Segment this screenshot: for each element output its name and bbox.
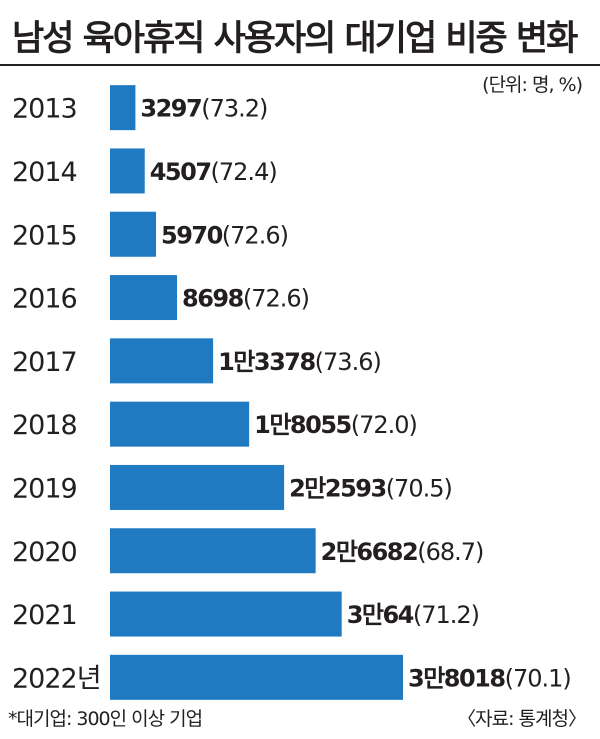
bar (110, 654, 403, 700)
value-label: 1만3378(73.6) (218, 348, 381, 376)
percent-label: (70.5) (386, 474, 452, 502)
year-label: 2014 (12, 157, 77, 188)
percent-label: (72.6) (222, 221, 288, 249)
value-label: 2만2593(70.5) (289, 474, 452, 502)
bar (110, 85, 136, 131)
year-label: 2021 (12, 600, 77, 631)
value-label: 3만64(71.2) (347, 601, 479, 629)
value-label: 3297(73.2) (140, 95, 267, 123)
bar (110, 211, 157, 257)
value-label: 1만8055(72.0) (254, 411, 417, 439)
value-label: 3만8018(70.1) (408, 664, 571, 692)
percent-label: (73.2) (201, 95, 267, 123)
percent-label: (71.2) (413, 601, 479, 629)
percent-label: (72.4) (211, 158, 277, 186)
year-label: 2018 (12, 410, 77, 441)
value-label: 4507(72.4) (150, 158, 277, 186)
unit-label: (단위: 명, %) (482, 74, 583, 96)
source-note: 〈자료: 통계청〉 (457, 708, 587, 730)
bar (110, 528, 316, 574)
percent-label: (70.1) (505, 664, 571, 692)
bar (110, 464, 285, 510)
chart-title: 남성 육아휴직 사용자의 대기업 비중 변화 (12, 19, 578, 59)
year-label: 2015 (12, 220, 77, 251)
year-label: 2013 (12, 94, 77, 125)
value-label: 8698(72.6) (182, 285, 309, 313)
bar (110, 148, 145, 194)
bar (110, 338, 214, 384)
bar (110, 401, 250, 447)
year-label: 2020 (12, 537, 77, 568)
year-label: 2022년 (12, 663, 101, 694)
year-label: 2016 (12, 284, 77, 315)
value-label: 5970(72.6) (161, 221, 288, 249)
footnote: *대기업: 300인 이상 기업 (8, 708, 203, 730)
value-label: 2만6682(68.7) (321, 538, 484, 566)
bar (110, 591, 342, 637)
year-label: 2017 (12, 347, 77, 378)
percent-label: (72.0) (351, 411, 417, 439)
percent-label: (72.6) (243, 285, 309, 313)
title-divider (0, 64, 600, 66)
percent-label: (68.7) (417, 538, 483, 566)
bar (110, 275, 178, 321)
year-label: 2019 (12, 473, 77, 504)
percent-label: (73.6) (315, 348, 381, 376)
